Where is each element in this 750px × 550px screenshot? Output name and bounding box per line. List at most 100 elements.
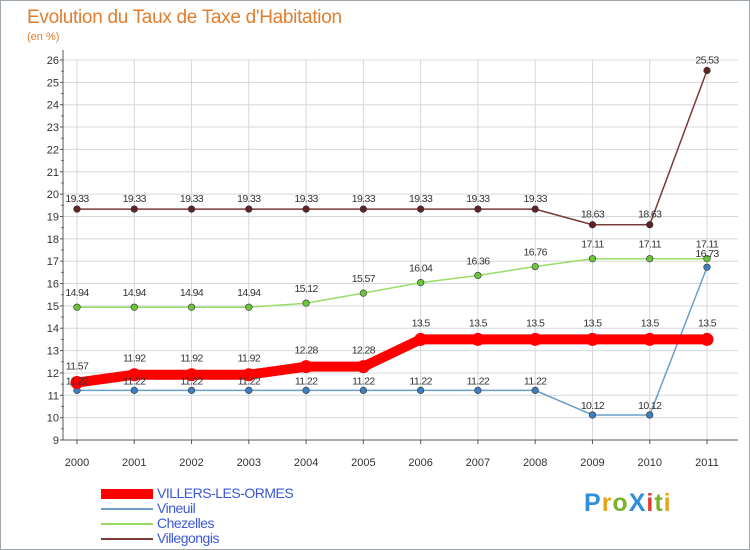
data-point-villers-les-ormes-2005 bbox=[356, 360, 370, 374]
data-label-villegongis: 19.33 bbox=[466, 193, 490, 205]
data-point-chezelles-2005 bbox=[359, 289, 367, 297]
data-label-vineuil: 11.22 bbox=[238, 375, 261, 387]
x-tick-label: 2001 bbox=[122, 457, 146, 469]
x-tick-label: 2011 bbox=[695, 457, 719, 469]
series-layer bbox=[70, 66, 714, 419]
data-label-chezelles: 14.94 bbox=[123, 287, 147, 299]
data-point-villers-les-ormes-2008 bbox=[528, 332, 542, 346]
series-villers-les-ormes bbox=[70, 332, 714, 390]
x-tick-label: 2009 bbox=[580, 457, 604, 469]
data-point-villers-les-ormes-2009 bbox=[585, 332, 599, 346]
axes: 9 10 11 12 13 14 15 16 17 18 19 20 21 22 23 24 25 26 2000 2… bbox=[47, 50, 738, 469]
data-label-villers-les-ormes: 13.5 bbox=[469, 317, 488, 329]
legend-label-villegongis: Villegongis bbox=[157, 530, 219, 546]
data-label-villegongis: 18.63 bbox=[581, 209, 605, 221]
data-label-villers-les-ormes: 11.92 bbox=[238, 353, 261, 365]
data-point-villers-les-ormes-2011 bbox=[700, 332, 714, 346]
data-point-chezelles-2002 bbox=[187, 303, 196, 311]
legend-swatch-villegongis bbox=[101, 537, 153, 540]
data-label-villegongis: 19.33 bbox=[409, 193, 433, 205]
data-point-villegongis-2006 bbox=[417, 205, 425, 213]
series-chezelles bbox=[73, 255, 711, 311]
y-tick-label: 26 bbox=[47, 55, 59, 67]
legend-label-villers-les-ormes: VILLERS-LES-ORMES bbox=[157, 485, 294, 501]
data-label-villers-les-ormes: 11.92 bbox=[180, 353, 203, 365]
data-point-villegongis-2004 bbox=[302, 205, 310, 213]
data-label-vineuil: 10.12 bbox=[581, 400, 605, 412]
legend-label-vineuil: Vineuil bbox=[157, 500, 196, 516]
data-label-villers-les-ormes: 12.28 bbox=[294, 345, 318, 357]
y-tick-label: 17 bbox=[47, 256, 59, 268]
data-point-chezelles-2000 bbox=[73, 303, 81, 311]
data-label-vineuil: 11.22 bbox=[66, 375, 89, 387]
data-point-chezelles-2010 bbox=[646, 255, 654, 263]
data-point-vineuil-2002 bbox=[187, 386, 196, 394]
data-label-vineuil: 11.22 bbox=[180, 375, 203, 387]
data-label-chezelles: 15.57 bbox=[352, 273, 376, 285]
legend-swatch-chezelles bbox=[101, 522, 153, 525]
data-point-vineuil-2006 bbox=[417, 386, 425, 394]
y-tick-label: 21 bbox=[47, 167, 59, 179]
data-label-chezelles: 17.11 bbox=[696, 239, 719, 251]
data-label-villers-les-ormes: 13.5 bbox=[583, 317, 602, 329]
data-point-villegongis-2001 bbox=[130, 205, 138, 213]
data-point-vineuil-2007 bbox=[474, 386, 482, 394]
data-label-chezelles: 16.76 bbox=[524, 247, 548, 259]
data-point-villegongis-2003 bbox=[245, 205, 253, 213]
data-label-vineuil: 11.22 bbox=[409, 375, 432, 387]
data-label-chezelles: 17.11 bbox=[581, 239, 604, 251]
data-point-villegongis-2010 bbox=[646, 221, 654, 229]
x-tick-label: 2005 bbox=[351, 457, 375, 469]
y-tick-label: 13 bbox=[47, 346, 59, 358]
data-label-villers-les-ormes: 11.57 bbox=[66, 361, 89, 373]
y-tick-label: 9 bbox=[53, 435, 59, 447]
data-label-chezelles: 14.94 bbox=[180, 287, 204, 299]
data-label-villegongis: 19.33 bbox=[352, 193, 376, 205]
data-label-chezelles: 17.11 bbox=[638, 239, 661, 251]
y-tick-label: 22 bbox=[47, 144, 59, 156]
legend-item-vineuil: Vineuil bbox=[101, 501, 351, 516]
data-point-villers-les-ormes-2007 bbox=[471, 332, 485, 346]
data-labels-layer: 11.57 11.92 11.92 11.92 12.28 12.28 13.5 13.5 13… bbox=[65, 55, 720, 412]
data-label-villegongis: 19.33 bbox=[123, 193, 147, 205]
y-tick-label: 19 bbox=[47, 211, 59, 223]
data-point-chezelles-2004 bbox=[302, 299, 310, 307]
legend-swatch-villers-les-ormes bbox=[101, 488, 153, 499]
data-label-villers-les-ormes: 13.5 bbox=[412, 317, 431, 329]
data-point-villers-les-ormes-2000 bbox=[70, 376, 84, 390]
data-point-chezelles-2006 bbox=[417, 279, 425, 287]
y-tick-label: 18 bbox=[47, 234, 59, 246]
data-point-villers-les-ormes-2001 bbox=[127, 368, 141, 382]
data-label-chezelles: 16.36 bbox=[466, 255, 490, 267]
data-label-vineuil: 11.22 bbox=[295, 375, 318, 387]
data-point-villegongis-2002 bbox=[187, 205, 196, 213]
data-label-villers-les-ormes: 13.5 bbox=[526, 317, 545, 329]
data-point-villegongis-2005 bbox=[359, 205, 367, 213]
x-tick-label: 2004 bbox=[294, 457, 318, 469]
legend-swatch-vineuil bbox=[101, 507, 153, 510]
series-villegongis bbox=[73, 66, 711, 229]
data-label-chezelles: 14.94 bbox=[65, 287, 89, 299]
x-tick-label: 2010 bbox=[637, 457, 661, 469]
data-label-vineuil: 11.22 bbox=[123, 375, 146, 387]
data-label-chezelles: 16.04 bbox=[409, 263, 433, 275]
data-label-villers-les-ormes: 13.5 bbox=[641, 317, 660, 329]
series-line-vineuil bbox=[77, 266, 708, 416]
series-line-chezelles bbox=[77, 257, 707, 308]
data-point-villegongis-2009 bbox=[588, 221, 597, 229]
y-tick-label: 15 bbox=[47, 301, 59, 313]
data-point-vineuil-2008 bbox=[531, 386, 539, 394]
x-tick-label: 2007 bbox=[466, 457, 490, 469]
x-tick-label: 2006 bbox=[408, 457, 432, 469]
data-point-villers-les-ormes-2006 bbox=[414, 332, 428, 346]
data-label-vineuil: 11.22 bbox=[524, 375, 547, 387]
data-point-villegongis-2008 bbox=[531, 205, 539, 213]
y-tick-label: 20 bbox=[47, 189, 59, 201]
data-point-villegongis-2007 bbox=[474, 205, 482, 213]
data-label-villers-les-ormes: 12.28 bbox=[352, 345, 376, 357]
y-tick-label: 24 bbox=[47, 100, 59, 112]
chart-unit-label: (en %) bbox=[27, 31, 60, 43]
legend-item-villers-les-ormes: VILLERS-LES-ORMES bbox=[101, 486, 351, 501]
